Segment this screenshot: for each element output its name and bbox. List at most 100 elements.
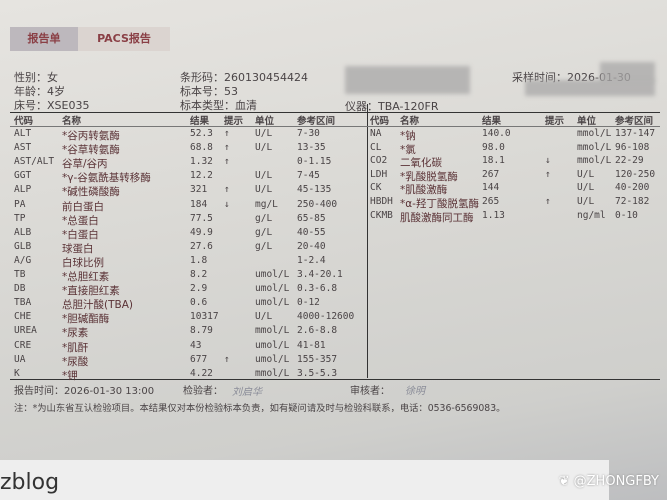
- cell-hint: ↑: [545, 196, 551, 207]
- cell-hint: ↓: [545, 155, 551, 167]
- patient-age: 年龄：4岁: [14, 85, 65, 98]
- cell-result: 98.0: [482, 141, 505, 153]
- cell-ref: 0-12: [297, 297, 320, 309]
- cell-ref: 13-35: [297, 142, 326, 154]
- cell-unit: U/L: [577, 196, 595, 207]
- cell-code: AST/ALT: [14, 156, 55, 168]
- cell-unit: umol/L: [255, 297, 290, 309]
- cell-name: *直接胆红素: [62, 285, 120, 298]
- cell-unit: mmol/L: [577, 155, 612, 167]
- cell-result: 43: [190, 339, 202, 351]
- header-unit: 单位: [577, 116, 597, 127]
- reviewer-signature: 徐明: [405, 386, 425, 397]
- cell-hint: ↑: [224, 142, 230, 154]
- cell-result: 2.9: [190, 283, 208, 295]
- barcode: 条形码：260130454424: [180, 71, 308, 84]
- cell-result: 144: [482, 182, 500, 194]
- cell-unit: U/L: [577, 182, 595, 194]
- reviewer-label: 审核者：: [350, 386, 390, 397]
- cell-unit: g/L: [255, 212, 273, 224]
- cell-code: CKMB: [370, 209, 393, 221]
- tester-signature: 刘启华: [232, 387, 262, 398]
- cell-result: 18.1: [482, 155, 505, 167]
- cell-result: 49.9: [190, 226, 213, 238]
- cell-result: 8.79: [190, 325, 213, 337]
- cell-unit: umol/L: [255, 283, 290, 295]
- cell-ref: 250-400: [297, 198, 338, 210]
- tab-pacs-report[interactable]: PACS报告: [78, 27, 170, 51]
- footer-note: 注：*为山东省互认检验项目。本结果仅对本份检验标本负责，如有疑问请及时与检验科联…: [14, 403, 506, 414]
- cell-ref: 45-135: [297, 184, 332, 196]
- cell-name: *乳酸脱氢酶: [400, 170, 458, 183]
- cell-ref: 22-29: [615, 155, 644, 167]
- tab-report[interactable]: 报告单: [10, 27, 78, 51]
- cell-name: 二氧化碳: [400, 157, 442, 170]
- header-hint: 提示: [224, 116, 244, 127]
- header-result: 结果: [482, 116, 502, 127]
- cell-name: *总胆红素: [62, 271, 110, 283]
- cell-hint: ↓: [224, 198, 230, 210]
- cell-unit: U/L: [255, 142, 273, 154]
- cell-name: *总蛋白: [62, 214, 99, 227]
- cell-ref: 40-200: [615, 182, 650, 194]
- cell-result: 52.3: [190, 128, 213, 139]
- cell-name: *尿酸: [62, 355, 89, 368]
- cell-unit: umol/L: [255, 353, 290, 365]
- cell-ref: 137-147: [615, 128, 656, 139]
- cell-ref: 0-1.15: [297, 156, 332, 168]
- cell-code: DB: [14, 283, 26, 295]
- cell-hint: ↑: [545, 168, 551, 180]
- cell-name: 谷草/谷丙: [62, 158, 108, 171]
- cell-name: *氯: [400, 143, 416, 156]
- cell-result: 0.6: [190, 297, 208, 309]
- cell-name: *γ-谷氨酰基转移酶: [62, 172, 151, 185]
- specimen-type: 标本类型：血清: [180, 99, 257, 112]
- cell-result: 1.13: [482, 209, 505, 221]
- cell-name: 总胆汁酸(TBA): [62, 299, 133, 312]
- cell-name: *尿素: [62, 327, 89, 340]
- cell-code: CRE: [14, 339, 32, 351]
- cell-name: 球蛋白: [62, 242, 94, 255]
- cell-name: 白球比例: [62, 256, 104, 269]
- header-hint: 提示: [545, 116, 565, 127]
- cell-name: 肌酸激酶同工酶: [400, 211, 474, 224]
- leaf-icon: ❦: [558, 474, 570, 489]
- cell-name: *胆碱酯酶: [62, 313, 110, 326]
- instrument: 仪器：TBA-120FR: [345, 100, 439, 113]
- cell-code: GLB: [14, 240, 32, 252]
- cell-unit: mmol/L: [255, 367, 290, 379]
- redacted-block: [600, 62, 655, 82]
- cell-unit: g/L: [255, 240, 273, 252]
- cell-ref: 4000-12600: [297, 311, 355, 323]
- cell-code: K: [14, 367, 20, 379]
- cell-code: TB: [14, 269, 26, 280]
- cell-ref: 72-182: [615, 196, 650, 207]
- header-name: 名称: [400, 116, 420, 127]
- cell-ref: 41-81: [297, 339, 326, 351]
- header-ref: 参考区间: [297, 116, 336, 127]
- cell-hint: ↑: [224, 156, 230, 168]
- cell-unit: mmol/L: [255, 325, 290, 337]
- cell-result: 321: [190, 184, 208, 196]
- cell-unit: U/L: [577, 168, 595, 180]
- cell-code: TP: [14, 212, 26, 224]
- cell-unit: U/L: [255, 184, 273, 196]
- cell-code: A/G: [14, 254, 32, 266]
- cell-ref: 2.6-8.8: [297, 325, 338, 337]
- cell-code: HBDH: [370, 196, 393, 207]
- cell-unit: U/L: [255, 170, 273, 182]
- cell-result: 1.8: [190, 254, 208, 266]
- header-code: 代码: [14, 116, 34, 127]
- cell-ref: 1-2.4: [297, 254, 326, 266]
- specimen-number: 标本号：53: [180, 85, 238, 98]
- author-watermark: ❦ @ZHONGFBY: [559, 474, 659, 489]
- cell-name: *谷丙转氨酶: [62, 130, 120, 142]
- cell-unit: umol/L: [255, 339, 290, 351]
- cell-code: CO2: [370, 155, 388, 167]
- cell-ref: 155-357: [297, 353, 338, 365]
- header-unit: 单位: [255, 116, 275, 127]
- cell-name: 前白蛋白: [62, 200, 104, 213]
- cell-result: 265: [482, 196, 500, 207]
- cell-result: 4.22: [190, 367, 213, 379]
- cell-unit: mmol/L: [577, 128, 612, 139]
